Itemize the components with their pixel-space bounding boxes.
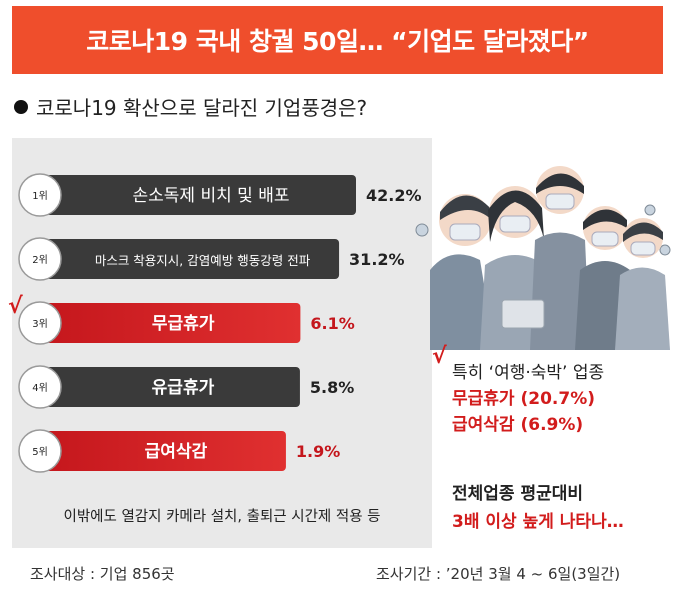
value-label-3: 6.1% bbox=[310, 314, 354, 333]
category-label-5: 급여삭감 bbox=[145, 442, 208, 462]
callout2-line-2: 3배 이상 높게 나타나… bbox=[452, 512, 624, 532]
value-label-1: 42.2% bbox=[366, 186, 422, 205]
survey-target: 조사대상 : 기업 856곳 bbox=[30, 565, 175, 583]
rank-label-3: 3위 bbox=[32, 317, 48, 330]
value-label-4: 5.8% bbox=[310, 378, 354, 397]
rank-circle-3 bbox=[18, 301, 62, 345]
rank-label-5: 5위 bbox=[32, 445, 48, 458]
subtitle-text: 코로나19 확산으로 달라진 기업풍경은? bbox=[36, 96, 368, 120]
callout-line-1: 무급휴가 (20.7%) bbox=[452, 389, 595, 409]
value-label-2: 31.2% bbox=[349, 250, 405, 269]
value-label-5: 1.9% bbox=[296, 442, 340, 461]
header-banner: 코로나19 국내 창궐 50일… “기업도 달라졌다” bbox=[12, 6, 663, 74]
chart-check-mark-icon: √ bbox=[8, 294, 23, 319]
bar-3 bbox=[36, 303, 301, 343]
rank-label-4: 4위 bbox=[32, 381, 48, 394]
rank-label-2: 2위 bbox=[32, 253, 48, 266]
callout-line-2: 급여삭감 (6.9%) bbox=[452, 415, 584, 435]
survey-period: 조사기간 : ’20년 3월 4 ~ 6일(3일간) bbox=[376, 565, 621, 583]
callout-travel: √ 특히 ‘여행·숙박’ 업종 무급휴가 (20.7%) 급여삭감 (6.9%) bbox=[432, 344, 672, 438]
category-label-2: 마스크 착용지시, 감염예방 행동강령 전파 bbox=[95, 253, 311, 268]
bar-4 bbox=[36, 367, 300, 407]
rank-circle-2 bbox=[18, 237, 62, 281]
subtitle: 코로나19 확산으로 달라진 기업풍경은? bbox=[14, 92, 367, 121]
masked-people-illustration bbox=[415, 166, 671, 350]
rank-circle-1 bbox=[18, 173, 62, 217]
bar-5 bbox=[36, 431, 286, 471]
check-mark-icon: √ bbox=[432, 344, 447, 369]
page-title: 코로나19 국내 창궐 50일… “기업도 달라졌다” bbox=[86, 27, 589, 56]
callout2-line-1: 전체업종 평균대비 bbox=[452, 484, 584, 504]
category-label-3: 무급휴가 bbox=[152, 313, 215, 334]
bar-2 bbox=[36, 239, 340, 279]
extra-note: 이밖에도 열감지 카메라 설치, 출퇴근 시간제 적용 등 bbox=[63, 509, 381, 525]
bar-1 bbox=[36, 175, 356, 215]
rank-label-1: 1위 bbox=[32, 189, 48, 202]
callout-average: 전체업종 평균대비 3배 이상 높게 나타나… bbox=[452, 480, 672, 536]
category-label-1: 손소독제 비치 및 배포 bbox=[133, 186, 290, 206]
bullet-dot-icon bbox=[14, 99, 28, 114]
rank-circle-4 bbox=[18, 365, 62, 409]
callout-heading: 특히 ‘여행·숙박’ 업종 bbox=[452, 363, 605, 383]
category-label-4: 유급휴가 bbox=[152, 377, 215, 398]
rank-circle-5 bbox=[18, 429, 62, 473]
